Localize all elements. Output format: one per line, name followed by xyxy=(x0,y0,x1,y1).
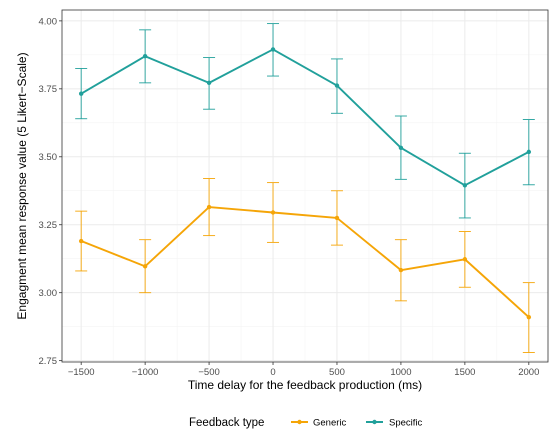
y-tick-label: 4.00 xyxy=(39,16,58,27)
x-tick-label: −1500 xyxy=(68,367,95,378)
x-tick-label: 500 xyxy=(329,367,345,378)
data-point xyxy=(398,145,404,151)
axes: 2.75 3.00 3.25 3.50 3.75 4.00 −1500 −1000 −500 0 5… xyxy=(39,16,540,378)
series-line xyxy=(80,48,530,187)
data-point xyxy=(142,264,148,269)
data-point xyxy=(206,80,212,86)
data-point xyxy=(526,149,532,155)
data-point xyxy=(398,267,404,273)
data-point xyxy=(270,210,276,215)
x-axis-title: Time delay for the feedback production (… xyxy=(188,378,422,392)
legend-point-swatch xyxy=(297,419,302,425)
y-tick-label: 3.00 xyxy=(39,288,58,299)
y-tick-label: 3.50 xyxy=(39,152,58,163)
x-tick-label: −500 xyxy=(198,367,219,378)
y-tick-label: 2.75 xyxy=(39,356,58,367)
legend-point-swatch xyxy=(372,419,377,425)
x-tick-label: 1000 xyxy=(390,367,411,378)
x-tick-label: 2000 xyxy=(518,367,539,378)
y-tick-label: 3.25 xyxy=(39,220,58,231)
legend: Feedback type Generic Specific xyxy=(189,417,423,429)
data-point xyxy=(206,204,212,210)
x-tick-label: −1000 xyxy=(132,367,159,378)
data-point xyxy=(526,314,532,320)
data-point xyxy=(334,215,340,221)
data-series xyxy=(75,23,535,353)
series-generic xyxy=(75,178,535,353)
legend-label: Specific xyxy=(389,418,423,429)
data-point xyxy=(334,83,340,88)
x-tick-label: 0 xyxy=(270,367,275,378)
y-axis-title: Engagment mean response value (5 Likert−… xyxy=(15,52,29,319)
legend-items: Generic Specific xyxy=(291,418,423,429)
data-point xyxy=(462,183,468,188)
x-tick-label: 1500 xyxy=(454,367,475,378)
series-line xyxy=(80,206,530,318)
plot-panel-border xyxy=(61,9,549,363)
data-point xyxy=(142,54,148,59)
data-point xyxy=(462,257,468,262)
series-specific xyxy=(75,23,535,219)
data-point xyxy=(78,238,84,244)
legend-label: Generic xyxy=(313,418,347,429)
data-point xyxy=(78,91,84,96)
data-point xyxy=(270,47,276,52)
y-tick-label: 3.75 xyxy=(39,84,58,95)
legend-item-generic: Generic xyxy=(291,418,347,429)
legend-title: Feedback type xyxy=(189,417,264,429)
legend-item-specific: Specific xyxy=(366,418,423,429)
